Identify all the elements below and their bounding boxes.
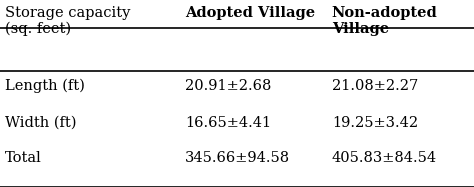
Text: Non-adopted
Village: Non-adopted Village bbox=[332, 6, 438, 36]
Text: Adopted Village: Adopted Village bbox=[185, 6, 315, 20]
Text: 20.91±2.68: 20.91±2.68 bbox=[185, 79, 271, 93]
Text: 21.08±2.27: 21.08±2.27 bbox=[332, 79, 418, 93]
Text: 405.83±84.54: 405.83±84.54 bbox=[332, 151, 437, 165]
Text: 19.25±3.42: 19.25±3.42 bbox=[332, 116, 418, 130]
Text: 345.66±94.58: 345.66±94.58 bbox=[185, 151, 290, 165]
Text: Width (ft): Width (ft) bbox=[5, 116, 76, 130]
Text: Storage capacity
(sq. feet): Storage capacity (sq. feet) bbox=[5, 6, 130, 36]
Text: 16.65±4.41: 16.65±4.41 bbox=[185, 116, 271, 130]
Text: Total: Total bbox=[5, 151, 42, 165]
Text: Length (ft): Length (ft) bbox=[5, 79, 85, 93]
